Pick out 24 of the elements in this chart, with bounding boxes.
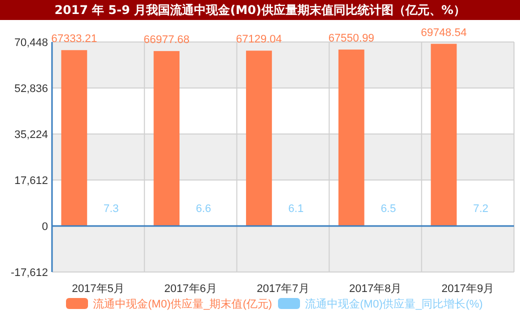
- y-tick-label: 0: [42, 221, 48, 233]
- x-tick-label: 2017年5月: [72, 283, 124, 295]
- data-label: 6.6: [196, 203, 212, 215]
- chart-title: 2017 年 5-9 月我国流通中现金(M0)供应量期末值同比统计图（亿元、%）: [54, 3, 466, 17]
- data-label: 67129.04: [236, 34, 282, 46]
- x-tick-label: 2017年7月: [256, 283, 310, 295]
- y-tick-label: 35,224: [14, 129, 48, 141]
- legend-label: 流通中现金(M0)供应量_期末值(亿元): [93, 298, 272, 310]
- y-tick-label: 17,612: [14, 175, 48, 187]
- data-label: 67333.21: [51, 33, 98, 46]
- x-tick-label: 2017年6月: [164, 283, 217, 295]
- y-tick-label: 52,836: [14, 83, 48, 95]
- data-label: 7.3: [103, 203, 119, 215]
- x-tick-label: 2017年8月: [349, 283, 402, 295]
- data-label: 67550.99: [328, 32, 374, 45]
- legend-label: 流通中现金(M0)供应量_同比增长(%): [305, 298, 483, 310]
- data-label: 69748.54: [420, 26, 467, 39]
- data-label: 7.2: [473, 203, 488, 215]
- data-label: 6.1: [288, 203, 304, 215]
- x-tick-label: 2017年9月: [442, 283, 494, 295]
- data-label: 6.5: [380, 203, 396, 215]
- y-tick-label: -17,612: [10, 267, 48, 279]
- data-label: 66977.68: [144, 34, 190, 46]
- y-tick-label: 70,448: [14, 37, 48, 49]
